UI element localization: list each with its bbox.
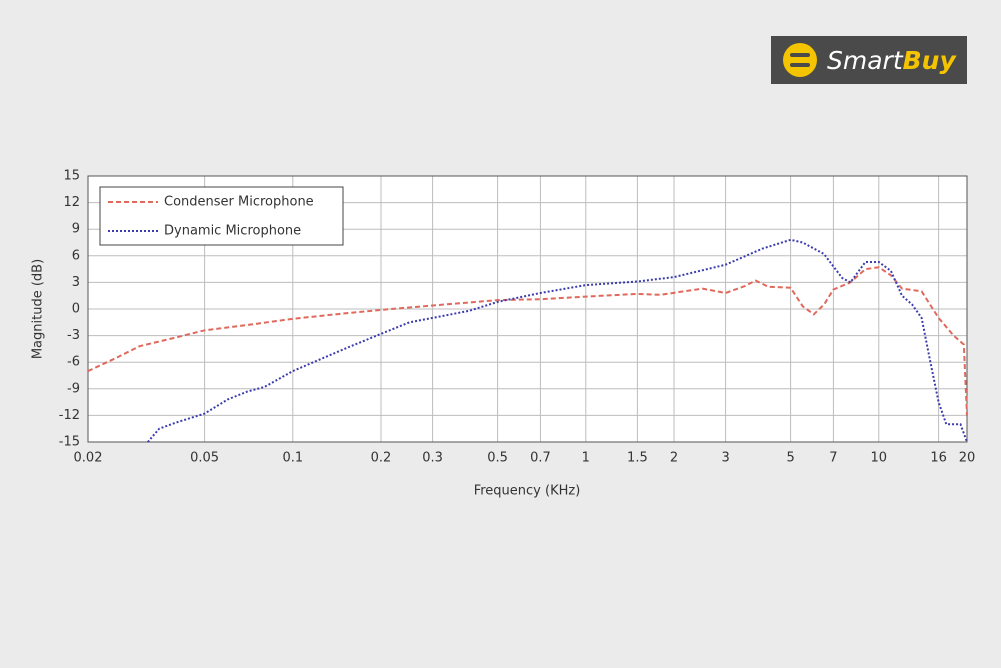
x-tick-label: 3	[721, 451, 729, 466]
y-tick-label: -12	[59, 408, 80, 423]
x-tick-label: 20	[959, 451, 976, 466]
data-line	[147, 238, 968, 443]
x-tick-label: 5	[786, 451, 794, 466]
plot-frame	[87, 175, 968, 443]
y-tick-label: -9	[67, 381, 80, 396]
y-tick-label: 0	[72, 302, 80, 317]
x-tick-label: 10	[871, 451, 888, 466]
x-tick-label: 16	[930, 451, 947, 466]
y-tick-label: 15	[63, 169, 80, 184]
logo-text: Smart	[827, 45, 903, 75]
x-tick-label: 0.5	[487, 451, 508, 466]
y-tick-label: 3	[72, 275, 80, 290]
x-axis-label: Frequency (KHz)	[474, 484, 581, 499]
y-tick-label: -15	[59, 435, 80, 450]
legend-label: Dynamic Microphone	[164, 224, 301, 239]
x-tick-label: 1.5	[627, 451, 648, 466]
x-tick-label: 0.1	[282, 451, 303, 466]
y-tick-label: 12	[63, 195, 80, 210]
logo-icon	[783, 43, 817, 77]
x-tick-label: 2	[670, 451, 678, 466]
x-tick-label: 0.02	[74, 451, 103, 466]
x-tick-label: 0.7	[530, 451, 551, 466]
x-tick-label: 0.3	[422, 451, 443, 466]
y-axis-label: Magnitude (dB)	[31, 259, 46, 359]
logo: Smart Buy	[771, 36, 967, 84]
y-tick-label: -3	[67, 328, 80, 343]
y-tick-label: -6	[67, 355, 80, 370]
logo-text-bold: Buy	[902, 45, 956, 75]
y-tick-label: 6	[72, 248, 80, 263]
x-tick-label: 0.05	[190, 451, 219, 466]
legend-label: Condenser Microphone	[164, 195, 314, 210]
legend-box	[99, 186, 344, 246]
x-tick-label: 7	[829, 451, 837, 466]
y-tick-label: 9	[72, 222, 80, 237]
x-tick-label: 0.2	[371, 451, 392, 466]
x-tick-label: 1	[582, 451, 590, 466]
